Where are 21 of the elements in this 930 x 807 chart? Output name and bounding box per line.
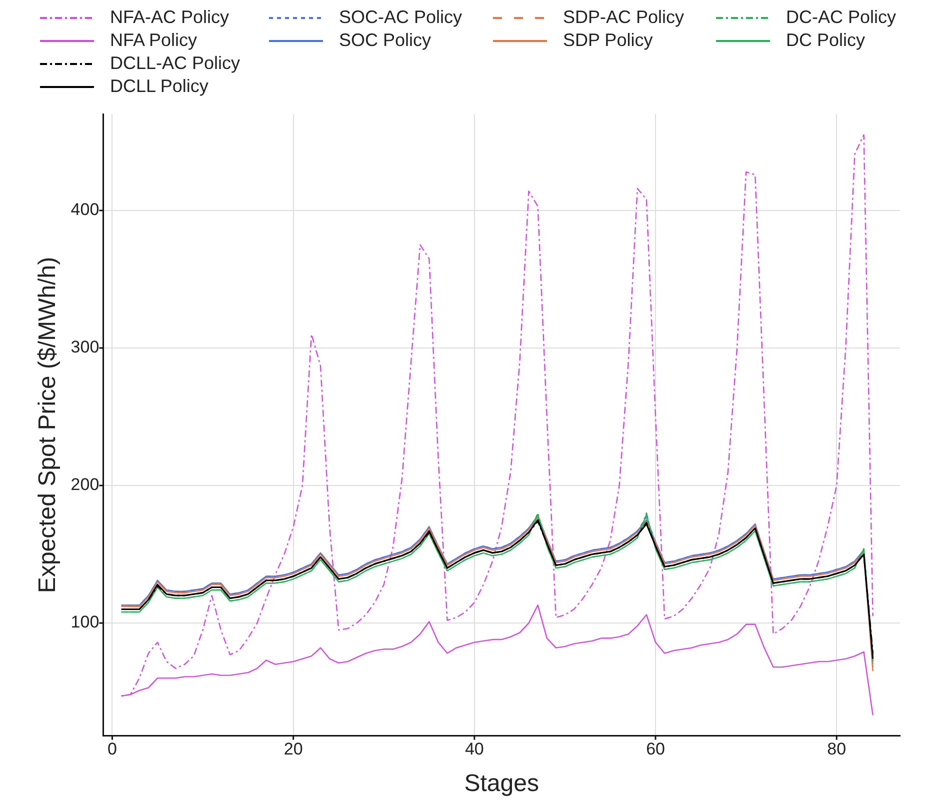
legend-label: SOC Policy [339, 30, 432, 51]
y-axis-title: Expected Spot Price ($/MWh/h) [34, 256, 62, 594]
legend-label: DC-AC Policy [786, 7, 896, 28]
y-tick-label: 300 [70, 338, 100, 357]
legend-label: DC Policy [786, 30, 866, 51]
x-tick-label: 80 [827, 740, 846, 759]
x-tick-label: 20 [284, 740, 303, 759]
x-tick-label: 0 [107, 740, 117, 759]
y-tick-label: 400 [70, 200, 100, 220]
legend-label: SDP Policy [563, 30, 653, 51]
y-tick-label: 100 [70, 612, 100, 632]
x-tick-label: 40 [464, 740, 484, 759]
y-tick-label: 200 [70, 475, 100, 494]
legend-label: NFA-AC Policy [110, 7, 230, 28]
legend-label: DCLL-AC Policy [110, 53, 240, 74]
legend-label: SDP-AC Policy [563, 7, 684, 28]
legend-label: DCLL Policy [110, 76, 208, 97]
x-axis-title: Stages [464, 770, 539, 798]
x-tick-label: 60 [646, 740, 665, 759]
legend-label: SOC-AC Policy [339, 7, 462, 28]
legend-label: NFA Policy [110, 30, 198, 51]
